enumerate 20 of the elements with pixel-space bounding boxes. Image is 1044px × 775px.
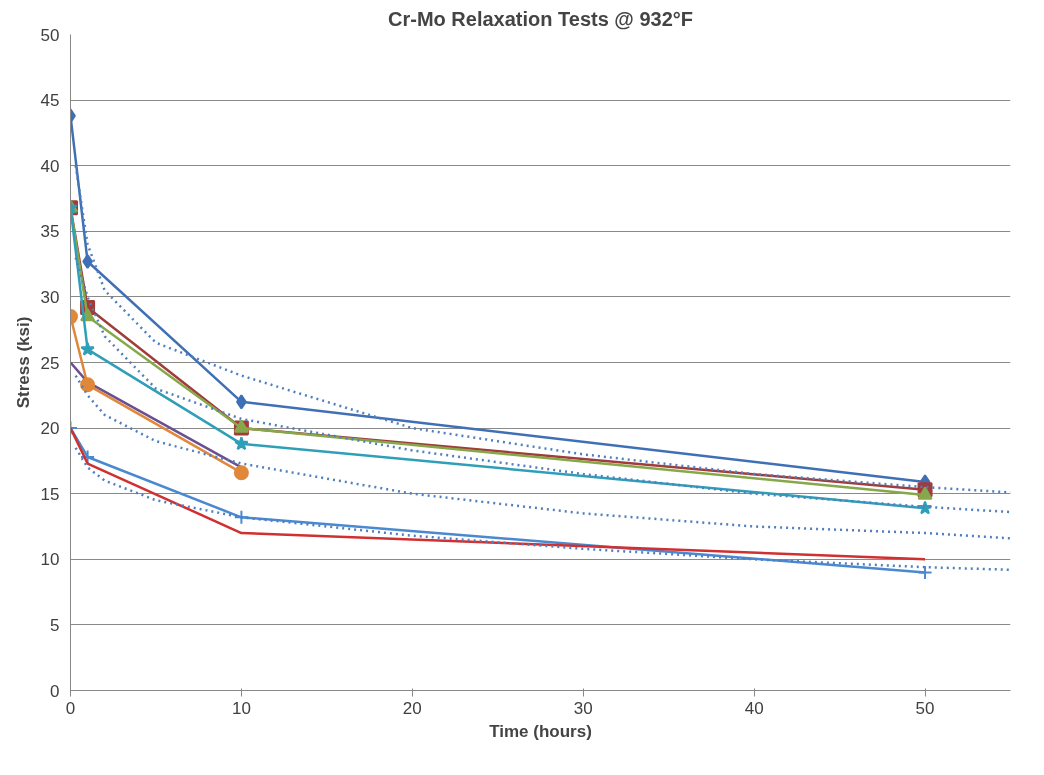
x-tick-label: 20 xyxy=(402,698,422,718)
x-tick-label: 50 xyxy=(915,698,935,718)
chart-title: Cr-Mo Relaxation Tests @ 932°F xyxy=(388,7,693,30)
y-tick-label: 25 xyxy=(40,353,60,373)
y-tick-label: 40 xyxy=(40,156,60,176)
y-tick-label: 30 xyxy=(40,287,60,307)
y-tick-label: 35 xyxy=(40,222,60,242)
y-tick-label: 20 xyxy=(40,419,60,439)
y-tick-label: 15 xyxy=(40,484,60,504)
x-tick-label: 0 xyxy=(65,698,76,718)
x-tick-label: 10 xyxy=(231,698,251,718)
x-axis-title: Time (hours) xyxy=(489,721,592,741)
y-tick-label: 10 xyxy=(40,550,60,570)
y-tick-label: 5 xyxy=(50,615,60,635)
x-tick-label: 30 xyxy=(573,698,593,718)
y-tick-label: 50 xyxy=(40,25,60,45)
y-axis-title: Stress (ksi) xyxy=(13,316,33,409)
y-tick-label: 45 xyxy=(40,91,60,111)
y-tick-label: 0 xyxy=(50,681,60,701)
x-tick-label: 40 xyxy=(744,698,764,718)
